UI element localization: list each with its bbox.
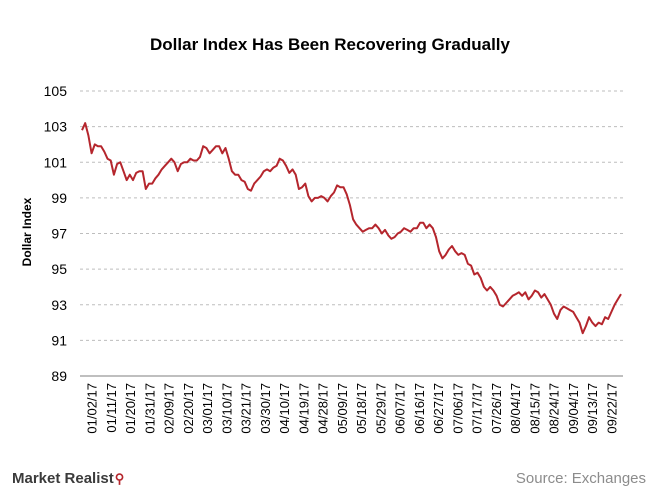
x-tick-label: 01/31/17 — [142, 383, 157, 434]
x-tick-label: 07/17/17 — [470, 383, 485, 434]
y-tick-label: 97 — [51, 226, 67, 242]
x-tick-label: 01/11/17 — [104, 383, 119, 433]
x-tick-label: 07/06/17 — [450, 383, 465, 434]
x-tick-label: 09/22/17 — [604, 383, 619, 434]
x-tick-label: 02/09/17 — [162, 383, 177, 434]
y-tick-label: 103 — [44, 119, 68, 135]
x-tick-label: 09/04/17 — [566, 383, 581, 434]
x-tick-label: 01/20/17 — [123, 383, 138, 434]
y-tick-label: 91 — [51, 332, 67, 348]
x-tick-label: 02/20/17 — [181, 383, 196, 434]
y-axis-label: Dollar Index — [20, 197, 34, 266]
y-tick-label: 93 — [51, 297, 67, 313]
chart-title: Dollar Index Has Been Recovering Gradual… — [150, 35, 511, 54]
x-tick-label: 03/01/17 — [200, 383, 215, 434]
x-tick-label: 03/10/17 — [219, 383, 234, 434]
line-chart: Dollar Index Has Been Recovering Gradual… — [20, 35, 623, 434]
x-tick-label: 04/19/17 — [296, 383, 311, 434]
x-tick-label: 04/10/17 — [277, 383, 292, 434]
brand-logo: Market Realist⚲ — [12, 470, 124, 487]
y-tick-labels: 89 91 93 95 97 99 101 103 105 — [44, 83, 68, 384]
x-tick-label: 08/24/17 — [547, 383, 562, 434]
y-tick-label: 95 — [51, 261, 67, 277]
source-note: Source: Exchanges — [515, 470, 646, 487]
y-tick-label: 99 — [51, 190, 67, 206]
x-tick-label: 08/04/17 — [508, 383, 523, 434]
x-tick-label: 09/13/17 — [585, 383, 600, 434]
dollar-index-line — [81, 122, 622, 335]
x-tick-label: 06/27/17 — [431, 383, 446, 434]
x-tick-label: 08/15/17 — [527, 383, 542, 434]
x-tick-label: 05/18/17 — [354, 383, 369, 434]
x-tick-labels: 01/02/17 01/11/17 01/20/17 01/31/17 02/09/17… — [85, 383, 620, 434]
magnifier-icon: ⚲ — [114, 471, 125, 486]
x-tick-label: 06/16/17 — [412, 383, 427, 434]
y-tick-label: 105 — [44, 83, 68, 99]
x-tick-label: 07/26/17 — [489, 383, 504, 434]
x-tick-label: 01/02/17 — [85, 383, 100, 434]
gridlines — [80, 90, 623, 341]
y-tick-label: 89 — [51, 368, 67, 384]
x-tick-label: 05/29/17 — [373, 383, 388, 434]
x-tick-label: 05/09/17 — [335, 383, 350, 434]
x-tick-label: 04/28/17 — [316, 383, 331, 434]
brand-name: Market Realist — [12, 470, 114, 487]
x-tick-label: 03/30/17 — [258, 383, 273, 434]
y-tick-label: 101 — [44, 154, 68, 170]
x-tick-label: 03/21/17 — [239, 383, 254, 434]
x-tick-label: 06/07/17 — [393, 383, 408, 434]
